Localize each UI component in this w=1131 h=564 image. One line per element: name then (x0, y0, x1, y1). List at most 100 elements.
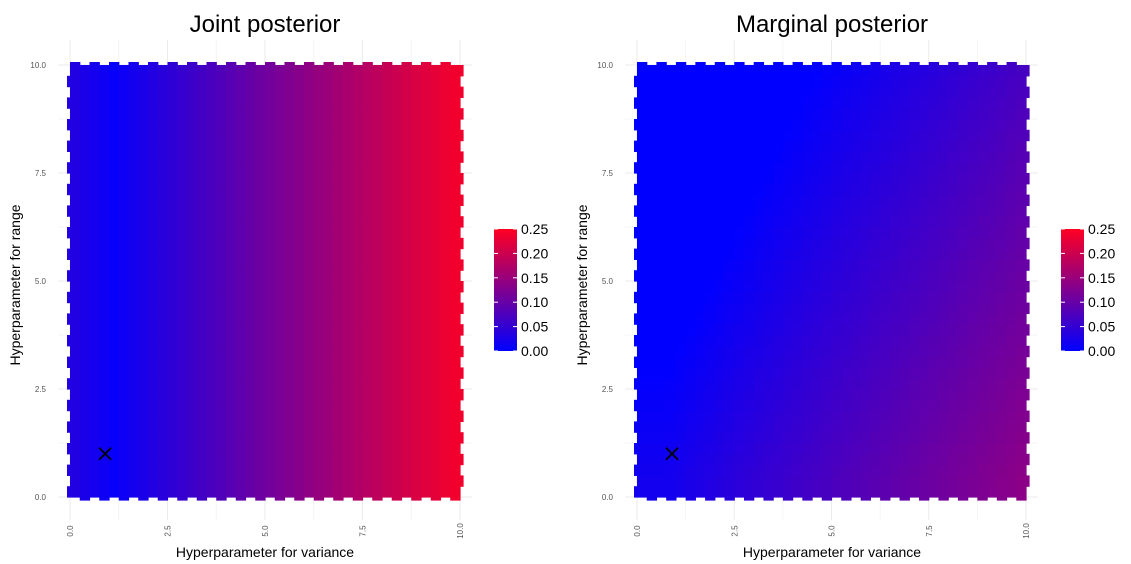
heat-cell (382, 75, 393, 88)
heat-cell (128, 432, 139, 444)
heat-cell (352, 65, 364, 77)
heat-cell (948, 75, 959, 88)
heat-cell (996, 162, 1008, 174)
heat-cell (177, 389, 188, 401)
heat-cell (206, 129, 217, 142)
heat-cell (802, 475, 813, 487)
heat-cell (333, 237, 344, 250)
heat-cell (352, 399, 364, 412)
heat-cell (391, 335, 403, 347)
heat-cell (792, 140, 803, 152)
heat-cell (245, 302, 256, 314)
heat-cell (714, 140, 726, 152)
heat-cell (333, 399, 344, 412)
heat-cell (919, 248, 930, 260)
heat-cell (343, 378, 354, 390)
heat-cell (196, 313, 208, 325)
heat-cell (656, 356, 667, 368)
heat-cell (734, 216, 745, 228)
heat-cell (187, 389, 198, 401)
heat-cell (167, 291, 178, 304)
heat-cell (333, 151, 344, 163)
heat-cell (889, 475, 901, 487)
heat-cell (255, 75, 266, 88)
heat-cell (850, 194, 862, 206)
heat-cell (773, 129, 784, 142)
heat-cell (421, 183, 432, 196)
heat-cell (666, 486, 677, 501)
heat-cell (109, 259, 120, 271)
heat-cell (450, 324, 464, 336)
heat-cell (382, 421, 393, 433)
heat-cell (382, 173, 393, 185)
heat-cell (996, 486, 1008, 501)
heat-cell (666, 475, 677, 487)
heat-cell (109, 151, 120, 163)
heat-cell (245, 324, 256, 336)
heat-cell (714, 86, 726, 98)
heat-cell (705, 475, 716, 487)
heat-cell (274, 421, 286, 433)
heat-cell (860, 108, 871, 120)
axis-ticks: 0.0 2.5 5.0 7.5 10.00.02.55.07.510.0 (597, 61, 1031, 539)
heat-cell (430, 270, 442, 282)
heat-cell (646, 205, 658, 217)
heat-cell (333, 291, 344, 304)
heat-cell (235, 216, 247, 228)
heat-cell (675, 140, 687, 152)
heat-cell (304, 97, 315, 109)
heat-cell (792, 97, 803, 109)
heat-cell (187, 345, 198, 358)
heat-cell (821, 75, 833, 88)
heat-cell (440, 453, 451, 466)
heat-cell (724, 237, 735, 250)
heat-cell (773, 281, 784, 293)
heat-cell (313, 410, 325, 422)
heat-cell (996, 183, 1008, 196)
heat-cell (714, 227, 726, 239)
heat-cell (157, 183, 169, 196)
heat-cell (987, 475, 998, 487)
heat-cell (646, 432, 658, 444)
heat-cell (773, 62, 784, 77)
heat-cell (646, 259, 658, 271)
heat-cell (167, 486, 178, 498)
heat-cell (206, 216, 217, 228)
heat-cell (792, 410, 803, 422)
heat-cell (743, 86, 755, 98)
heat-cell (646, 194, 658, 206)
heat-cell (294, 259, 305, 271)
heat-cell (675, 291, 687, 304)
heat-cell (157, 86, 169, 98)
heat-cell (450, 367, 464, 379)
heat-cell (187, 291, 198, 304)
heat-cell (79, 97, 91, 109)
heat-cell (1006, 183, 1017, 196)
heat-cell (109, 162, 120, 174)
heat-cell (421, 129, 432, 142)
heat-cell (928, 216, 940, 228)
heat-cell (734, 227, 745, 239)
heat-cell (909, 443, 920, 455)
heat-cell (938, 140, 949, 152)
heat-cell (637, 151, 648, 163)
heat-cell (831, 421, 842, 433)
heat-cell (304, 62, 315, 77)
heat-cell (695, 421, 706, 433)
heat-cell (362, 86, 373, 98)
heat-cell (343, 356, 354, 368)
heat-cell (948, 335, 959, 347)
heat-cell (841, 227, 852, 239)
heat-cell (128, 194, 139, 206)
heat-cell (313, 97, 325, 109)
heat-cell (245, 75, 256, 88)
heat-cell (938, 237, 949, 250)
heat-cell (938, 227, 949, 239)
heat-cell (948, 216, 959, 228)
heat-cell (99, 443, 110, 455)
heat-cell (714, 173, 726, 185)
heat-cell (118, 475, 130, 487)
heat-cell (685, 173, 696, 185)
heat-cell (226, 421, 237, 433)
heat-cell (226, 173, 237, 185)
